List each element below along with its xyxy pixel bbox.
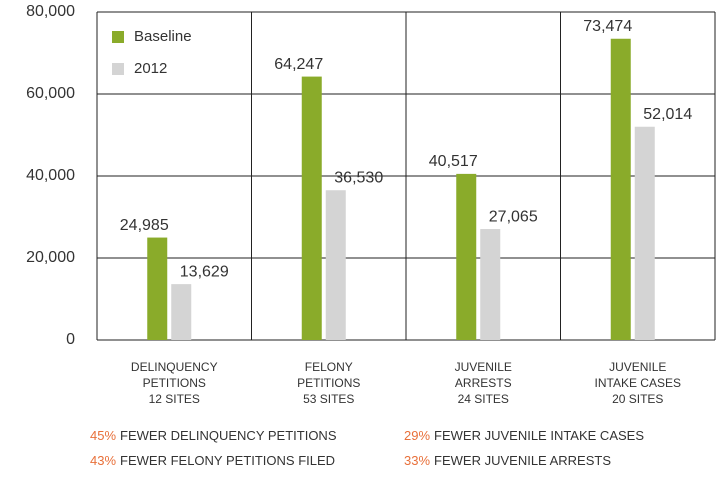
annotation: 45% FEWER DELINQUENCY PETITIONS: [90, 428, 337, 443]
annotation-percent: 33%: [404, 453, 430, 468]
value-label: 40,517: [429, 153, 478, 170]
bar: [147, 237, 168, 340]
value-label: 52,014: [643, 106, 692, 123]
x-tick-label: PETITIONS: [143, 376, 206, 390]
value-label: 73,474: [583, 18, 632, 35]
annotation: 43% FEWER FELONY PETITIONS FILED: [90, 453, 335, 468]
value-label: 13,629: [180, 263, 229, 280]
value-label: 36,530: [334, 169, 383, 186]
y-tick-label: 80,000: [26, 3, 75, 20]
x-tick-label: INTAKE CASES: [595, 376, 681, 390]
annotation-percent: 45%: [90, 428, 116, 443]
legend-swatch: [112, 63, 124, 75]
annotation-text: FEWER FELONY PETITIONS FILED: [120, 453, 335, 468]
value-label: 27,065: [489, 208, 538, 225]
x-tick-label: 24 SITES: [458, 392, 509, 406]
x-tick-label: 53 SITES: [303, 392, 354, 406]
value-label: 24,985: [120, 217, 169, 234]
y-tick-label: 60,000: [26, 85, 75, 102]
x-tick-label: 12 SITES: [149, 392, 200, 406]
annotation: 33% FEWER JUVENILE ARRESTS: [404, 453, 611, 468]
bar: [480, 229, 501, 340]
annotation-text: FEWER JUVENILE INTAKE CASES: [434, 428, 644, 443]
bar: [171, 284, 192, 340]
bar: [456, 173, 477, 340]
annotation: 29% FEWER JUVENILE INTAKE CASES: [404, 428, 644, 443]
annotation-text: FEWER DELINQUENCY PETITIONS: [120, 428, 337, 443]
legend-label: 2012: [134, 60, 167, 77]
x-tick-label: DELINQUENCY: [131, 360, 218, 374]
bar: [325, 190, 346, 340]
x-tick-label: JUVENILE: [455, 360, 512, 374]
x-tick-label: ARRESTS: [455, 376, 512, 390]
x-tick-label: JUVENILE: [609, 360, 666, 374]
bar: [634, 126, 655, 340]
y-tick-label: 0: [66, 331, 75, 348]
x-tick-label: PETITIONS: [297, 376, 360, 390]
x-tick-label: FELONY: [305, 360, 353, 374]
y-tick-label: 40,000: [26, 167, 75, 184]
annotation-percent: 43%: [90, 453, 116, 468]
annotation-percent: 29%: [404, 428, 430, 443]
y-tick-label: 20,000: [26, 249, 75, 266]
bar: [301, 76, 322, 340]
legend-label: Baseline: [134, 28, 192, 45]
legend-swatch: [112, 31, 124, 43]
value-label: 64,247: [274, 56, 323, 73]
x-tick-label: 20 SITES: [612, 392, 663, 406]
bar: [610, 38, 631, 341]
annotation-text: FEWER JUVENILE ARRESTS: [434, 453, 611, 468]
